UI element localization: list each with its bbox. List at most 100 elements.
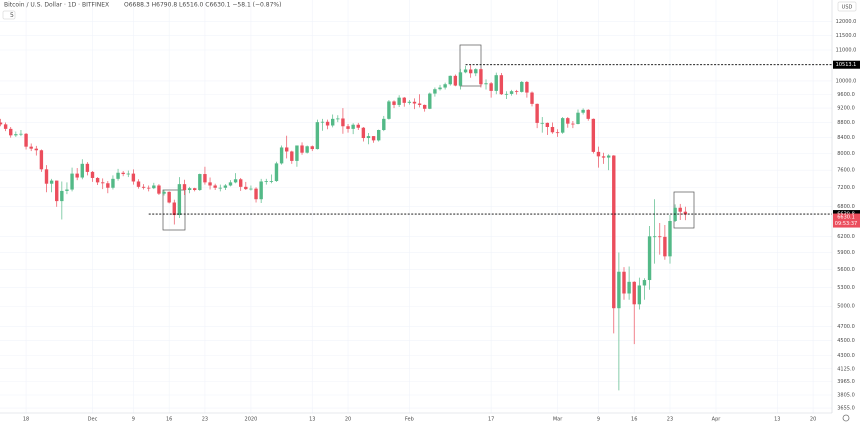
indicator-toggle[interactable] bbox=[2, 10, 16, 20]
candle-body bbox=[560, 118, 565, 133]
candle-body bbox=[147, 187, 151, 189]
candle-body bbox=[422, 104, 427, 109]
y-tick-label: 5000.0 bbox=[837, 304, 855, 310]
candle-body bbox=[223, 185, 228, 188]
candle-body bbox=[121, 172, 125, 175]
ohlc-header: O6688.3 H6790.8 L6516.0 C6630.1 −58.1 (−… bbox=[124, 2, 281, 9]
candle-body bbox=[514, 91, 519, 93]
candle-body bbox=[182, 184, 187, 191]
countdown: 09:53:37 bbox=[835, 221, 857, 227]
y-tick-label: 3805.0 bbox=[837, 393, 855, 399]
candle-body bbox=[193, 188, 197, 191]
x-tick-label: Apr bbox=[712, 417, 722, 423]
candle-body bbox=[530, 92, 534, 104]
candle-body bbox=[617, 271, 621, 309]
candle-body bbox=[198, 174, 202, 191]
candle-body bbox=[525, 81, 529, 93]
last-price-marker bbox=[833, 213, 860, 228]
candle-body bbox=[632, 281, 636, 305]
candle-body bbox=[683, 211, 688, 215]
candle-body bbox=[70, 173, 74, 190]
y-tick-label: 10000.0 bbox=[836, 78, 857, 84]
candle-body bbox=[65, 189, 69, 191]
candle-body bbox=[535, 103, 539, 123]
y-tick-label: 8000.0 bbox=[837, 151, 855, 157]
x-tick-label: Mar bbox=[553, 417, 563, 423]
y-tick-label: 5300.0 bbox=[837, 285, 855, 291]
y-tick-label: 5600.0 bbox=[837, 267, 855, 273]
candle-body bbox=[274, 163, 279, 182]
candle-body bbox=[663, 236, 667, 257]
candle-body bbox=[376, 129, 381, 141]
candle-body bbox=[116, 172, 120, 179]
y-tick-label: 5900.0 bbox=[837, 250, 855, 256]
candle-body bbox=[295, 145, 299, 161]
candle-body bbox=[417, 103, 422, 105]
candle-body bbox=[361, 127, 366, 139]
x-tick-label: 2020 bbox=[245, 417, 258, 423]
candle-body bbox=[218, 187, 222, 189]
candle-body bbox=[540, 122, 544, 124]
candle-body bbox=[658, 236, 662, 238]
candle-body bbox=[325, 121, 330, 126]
candle-body bbox=[85, 163, 90, 172]
candle-body bbox=[208, 182, 212, 186]
y-tick-label: 8400.0 bbox=[837, 135, 855, 141]
candle-body bbox=[489, 83, 493, 91]
annotation-box bbox=[162, 189, 186, 231]
candle-body bbox=[177, 184, 182, 216]
candle-body bbox=[428, 93, 432, 109]
x-tick-label: 23 bbox=[667, 417, 673, 423]
candle-body bbox=[346, 126, 350, 129]
candle-body bbox=[95, 177, 100, 183]
candle-body bbox=[479, 69, 483, 85]
y-tick-label: 11500.0 bbox=[836, 33, 857, 39]
candle-body bbox=[254, 188, 258, 200]
candle-body bbox=[80, 163, 84, 178]
candle-body bbox=[351, 124, 355, 129]
candle-body bbox=[356, 124, 360, 128]
settings-icon[interactable] bbox=[842, 414, 850, 422]
candle-body bbox=[106, 183, 110, 188]
candle-body bbox=[484, 83, 488, 85]
candle-body bbox=[392, 101, 396, 105]
candle-body bbox=[213, 185, 217, 188]
candle-body bbox=[591, 118, 596, 152]
candle-body bbox=[366, 136, 371, 139]
candle-body bbox=[310, 146, 314, 150]
candle-body bbox=[131, 173, 136, 182]
x-tick-label: Feb bbox=[405, 417, 414, 423]
y-tick-label: 3655.0 bbox=[837, 406, 855, 412]
candle-body bbox=[3, 124, 8, 129]
candle-body bbox=[550, 126, 555, 133]
candle-body bbox=[448, 75, 452, 85]
candle-body bbox=[233, 179, 238, 183]
candle-body bbox=[167, 191, 171, 203]
x-tick-label: 17 bbox=[488, 417, 494, 423]
candle-body bbox=[612, 155, 616, 309]
candle-body bbox=[75, 173, 79, 178]
y-tick-label: 12000.0 bbox=[836, 19, 857, 25]
candle-body bbox=[336, 118, 340, 120]
candle-body bbox=[239, 179, 243, 187]
candle-body bbox=[136, 181, 141, 187]
candle-body bbox=[606, 155, 611, 158]
candle-body bbox=[627, 281, 631, 294]
candle-body bbox=[652, 236, 657, 238]
candle-body bbox=[581, 109, 585, 113]
candle-body bbox=[0, 122, 3, 125]
candle-body bbox=[90, 171, 95, 178]
x-tick-label: 23 bbox=[202, 417, 208, 423]
candle-body bbox=[39, 150, 44, 170]
candle-body bbox=[382, 118, 386, 130]
currency-button[interactable] bbox=[837, 1, 857, 12]
candle-body bbox=[187, 188, 192, 191]
candle-body bbox=[34, 148, 38, 151]
y-tick-label: 3965.0 bbox=[837, 379, 855, 385]
x-tick-label: 16 bbox=[631, 417, 637, 423]
x-tick-label: 20 bbox=[345, 417, 351, 423]
candle-body bbox=[555, 132, 560, 134]
y-tick-label: 6200.0 bbox=[837, 234, 855, 240]
candle-body bbox=[668, 220, 672, 257]
candle-body bbox=[397, 97, 401, 105]
